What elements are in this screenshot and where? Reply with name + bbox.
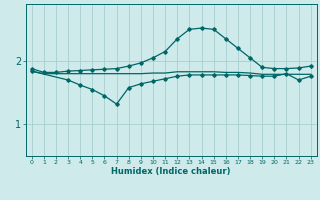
X-axis label: Humidex (Indice chaleur): Humidex (Indice chaleur) [111, 167, 231, 176]
